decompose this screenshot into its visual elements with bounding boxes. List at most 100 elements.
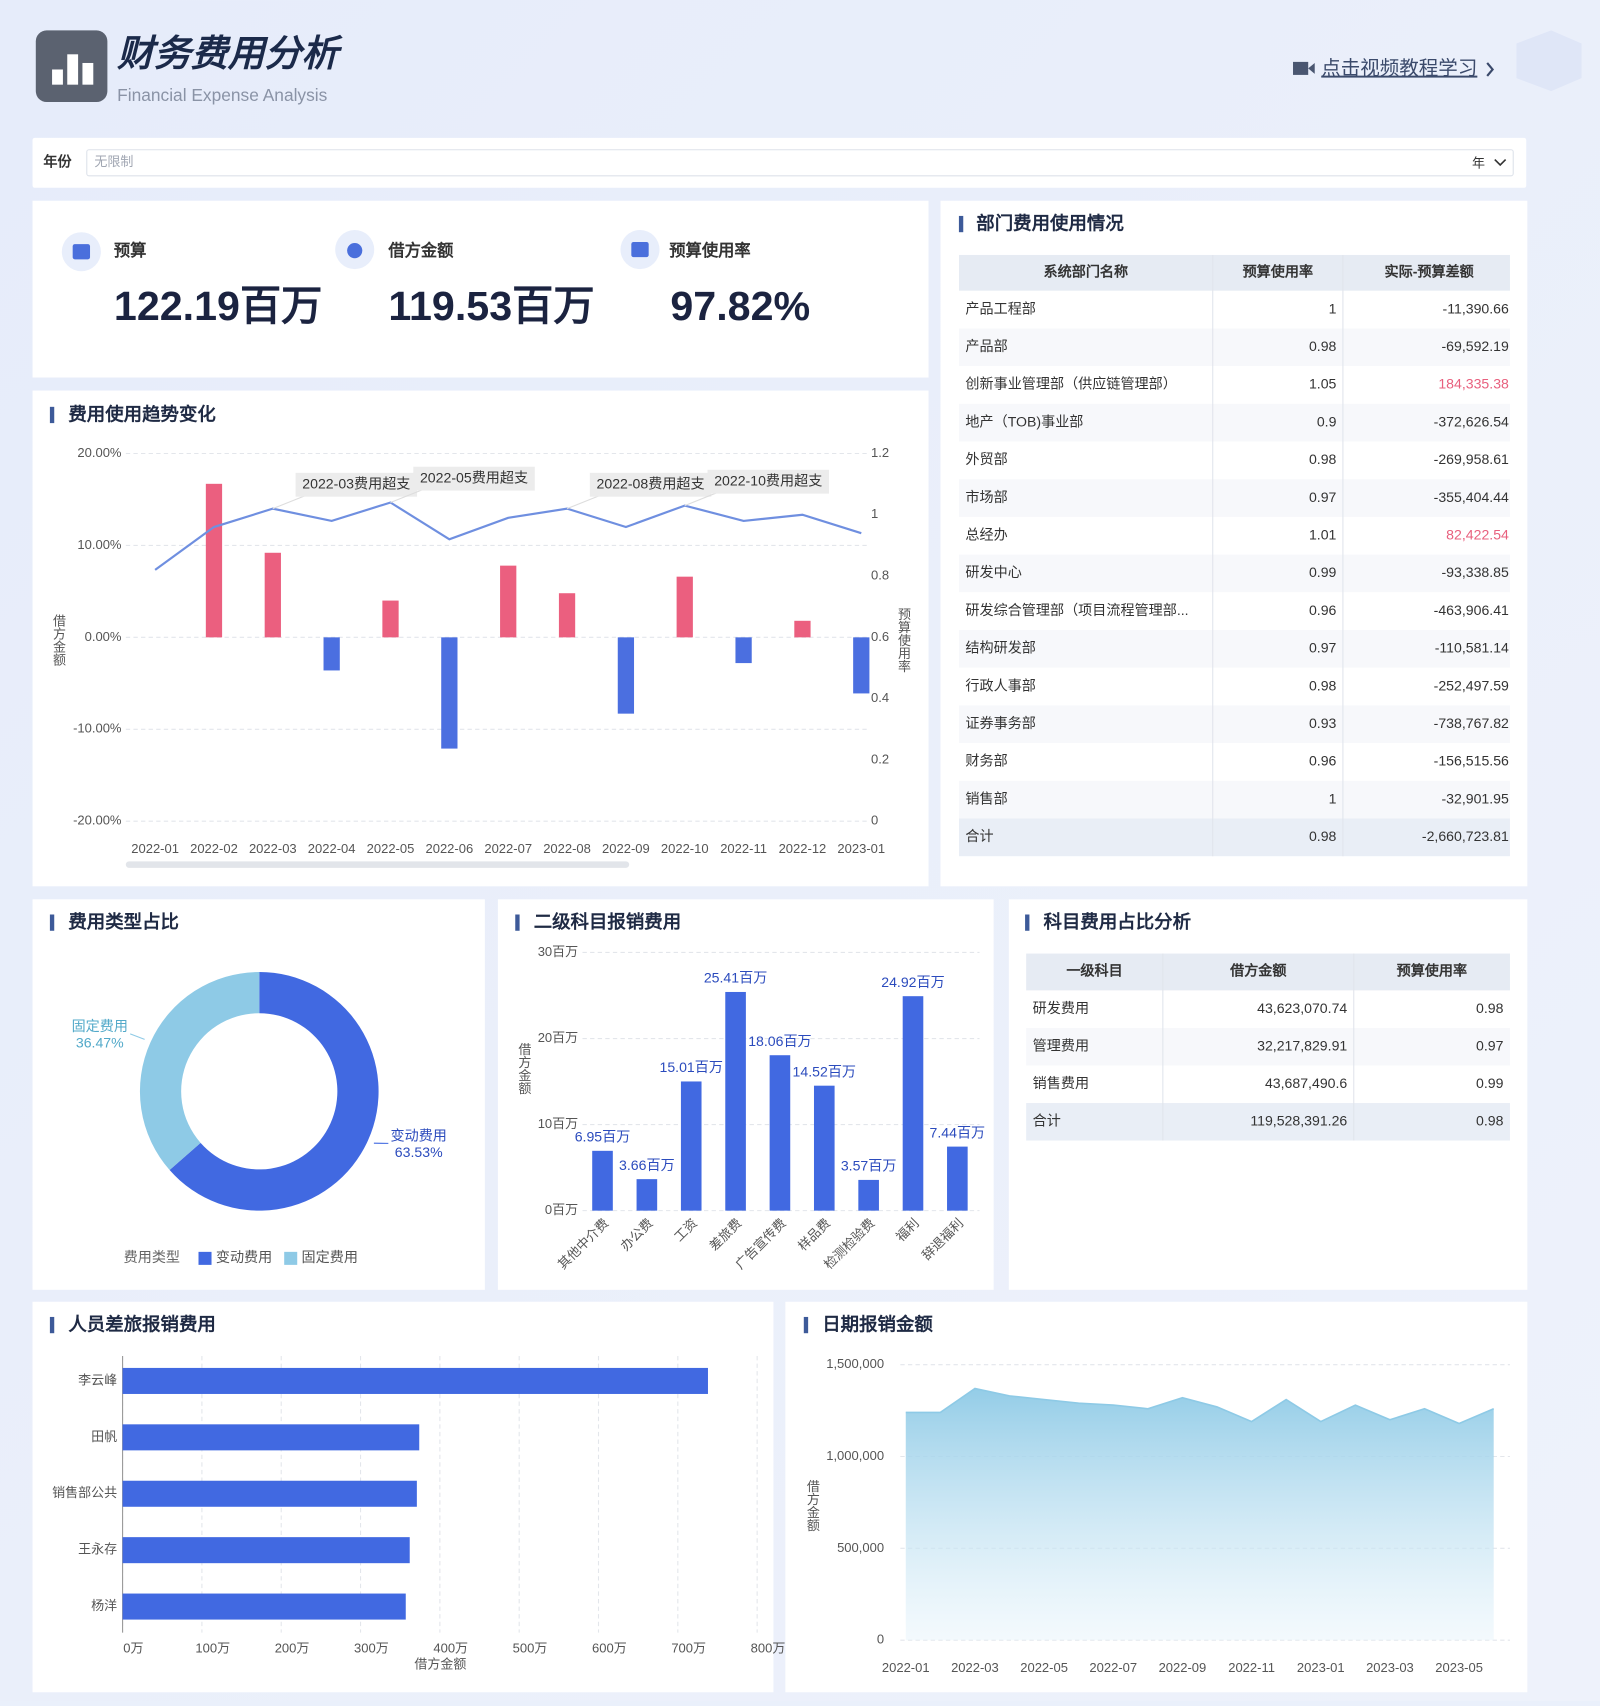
panel xyxy=(33,391,929,887)
y2-tick-label: 0 xyxy=(871,813,878,828)
table-cell: 0.98 xyxy=(1476,1113,1504,1129)
x-tick-label: 2022-11 xyxy=(720,841,767,856)
x-tick-label: 500万 xyxy=(513,1640,548,1655)
y-tick-label: -10.00% xyxy=(73,721,122,736)
y-tick-label: -20.00% xyxy=(73,813,122,828)
table-cell: -11,390.66 xyxy=(1443,300,1510,316)
title-marker xyxy=(50,1317,54,1333)
table-row xyxy=(959,328,1515,366)
y2-tick-label: 0.8 xyxy=(871,567,889,582)
bar xyxy=(123,1594,406,1620)
table-row xyxy=(959,517,1515,555)
y2-tick-label: 1 xyxy=(871,506,878,521)
table-row xyxy=(959,630,1515,668)
table-cell: -355,404.44 xyxy=(1434,489,1509,505)
scrollbar[interactable] xyxy=(126,861,629,868)
kpi-icon xyxy=(73,244,90,259)
table-cell: 0.97 xyxy=(1476,1037,1504,1053)
x-tick-label: 200万 xyxy=(275,1640,310,1655)
table-cell: -2,660,723.81 xyxy=(1422,828,1509,844)
kpi-value: 122.19百万 xyxy=(114,283,323,329)
video-icon xyxy=(1293,62,1308,75)
bar xyxy=(858,1180,879,1211)
y-tick-label: 10百万 xyxy=(538,1116,578,1131)
x-tick-label: 2022-11 xyxy=(1228,1660,1275,1675)
table-cell: 0.98 xyxy=(1309,677,1337,693)
panel-title: 人员差旅报销费用 xyxy=(68,1313,216,1334)
filter-label: 年份 xyxy=(43,153,72,169)
table-cell: 0.99 xyxy=(1476,1075,1504,1091)
panel-title: 部门费用使用情况 xyxy=(976,212,1124,233)
logo-bar xyxy=(67,54,78,84)
x-tick-label: 2022-01 xyxy=(882,1660,930,1675)
kpi-icon xyxy=(631,242,648,257)
y-tick-label: 0.00% xyxy=(85,629,122,644)
annotation: 2022-05费用超支 xyxy=(420,469,528,485)
table-row xyxy=(959,781,1515,819)
data-label: 7.44百万 xyxy=(930,1124,986,1140)
bar xyxy=(794,621,810,638)
area xyxy=(906,1389,1494,1641)
title-marker xyxy=(1025,915,1029,931)
table-cell: -372,626.54 xyxy=(1434,413,1509,429)
column-header: 系统部门名称 xyxy=(1044,264,1129,280)
filter-input[interactable] xyxy=(87,150,1513,176)
tutorial-link[interactable]: 点击视频教程学习 xyxy=(1321,58,1477,80)
logo-bar xyxy=(52,69,63,84)
table-cell: 0.98 xyxy=(1309,451,1337,467)
table-cell: 119,528,391.26 xyxy=(1250,1113,1347,1129)
table-cell: -252,497.59 xyxy=(1434,677,1509,693)
y2-tick-label: 1.2 xyxy=(871,445,889,460)
y2-tick-label: 0.6 xyxy=(871,629,889,644)
data-label: 18.06百万 xyxy=(748,1033,811,1049)
bar xyxy=(770,1055,791,1210)
table-cell: 销售部 xyxy=(965,790,1007,806)
title-marker xyxy=(959,216,963,232)
bar xyxy=(265,553,281,638)
panel-title: 二级科目报销费用 xyxy=(534,911,681,932)
x-tick-label: 2023-05 xyxy=(1435,1660,1483,1675)
table-cell: 0.97 xyxy=(1309,640,1337,656)
annotation: 2022-03费用超支 xyxy=(302,475,410,491)
y2-axis-label: 预算使用率 xyxy=(896,608,911,673)
kpi-value: 97.82% xyxy=(670,283,810,329)
table-cell: -110,581.14 xyxy=(1435,640,1509,656)
filter-placeholder: 无限制 xyxy=(94,154,133,169)
table-cell: 0.97 xyxy=(1309,489,1337,505)
annotation: 2022-08费用超支 xyxy=(597,475,705,491)
x-tick-label: 2022-10 xyxy=(661,841,709,856)
column-header: 借方金额 xyxy=(1229,963,1287,979)
x-tick-label: 2023-01 xyxy=(1297,1660,1345,1675)
slice-value: 36.47% xyxy=(76,1034,124,1050)
column-header: 一级科目 xyxy=(1066,963,1122,979)
x-axis-label: 借方金额 xyxy=(414,1657,466,1672)
table-cell: 0.98 xyxy=(1476,1000,1504,1016)
data-label: 24.92百万 xyxy=(881,974,944,990)
table-cell: 184,335.38 xyxy=(1438,376,1509,392)
y2-tick-label: 0.2 xyxy=(871,751,889,766)
bar xyxy=(681,1081,702,1210)
column-header: 预算使用率 xyxy=(1397,963,1467,979)
y2-tick-label: 0.4 xyxy=(871,690,889,705)
table-cell: 43,687,490.6 xyxy=(1265,1075,1347,1091)
x-tick-label: 2022-08 xyxy=(543,841,591,856)
bar xyxy=(735,637,751,663)
legend-title: 费用类型 xyxy=(124,1249,180,1265)
table-cell: 合计 xyxy=(1033,1113,1061,1129)
bar xyxy=(324,637,340,670)
y-tick-label: 500,000 xyxy=(837,1540,884,1555)
table-cell: 研发综合管理部（项目流程管理部... xyxy=(965,602,1188,618)
x-tick-label: 800万 xyxy=(751,1640,786,1655)
bar xyxy=(206,484,222,638)
y-axis-label: 借方金额 xyxy=(516,1043,531,1096)
y-tick-label: 1,000,000 xyxy=(826,1448,884,1463)
table-cell: 地产（TOB)事业部 xyxy=(965,413,1083,429)
y-tick-label: 销售部公共 xyxy=(52,1485,117,1500)
panel-title: 费用类型占比 xyxy=(68,911,179,932)
table-cell: 0.98 xyxy=(1309,338,1337,354)
title-marker xyxy=(515,915,519,931)
table-cell: 销售费用 xyxy=(1033,1075,1089,1091)
table-row xyxy=(959,705,1515,743)
x-tick-label: 100万 xyxy=(195,1640,230,1655)
